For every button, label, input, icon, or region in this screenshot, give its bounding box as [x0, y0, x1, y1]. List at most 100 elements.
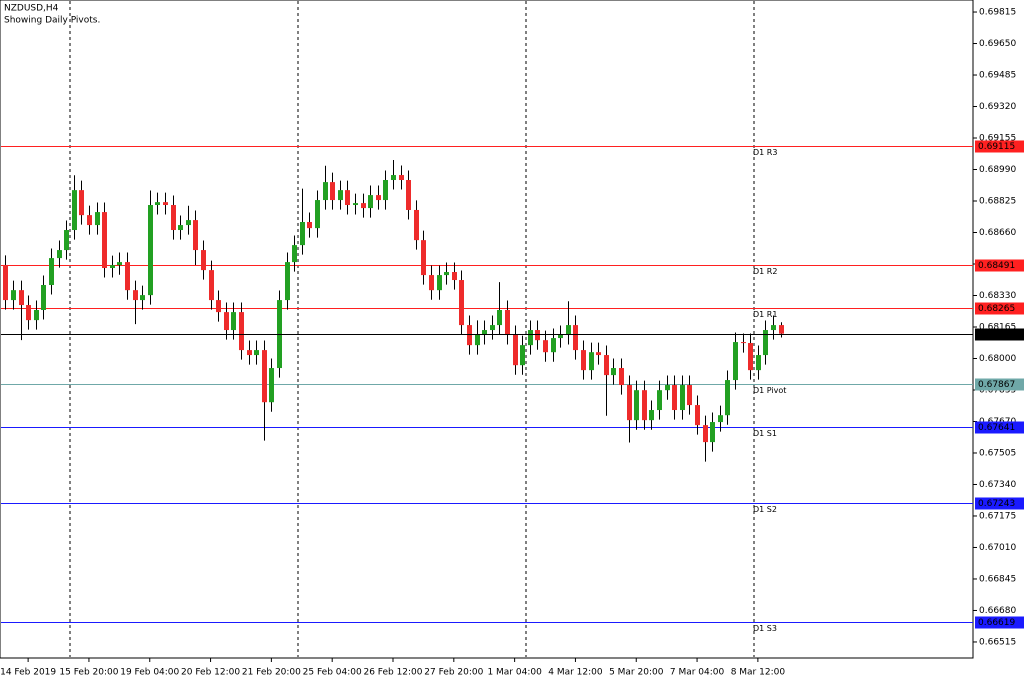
- candle-body: [634, 390, 639, 421]
- y-tick-label: 0.67175: [979, 511, 1016, 521]
- candle-body: [604, 355, 609, 376]
- candle-body: [178, 225, 183, 231]
- price-box: [975, 140, 1024, 153]
- candle-body: [64, 230, 69, 251]
- x-tick-label: 15 Feb 20:00: [59, 668, 118, 678]
- y-tick-label: 0.69485: [979, 71, 1016, 81]
- candle-body: [437, 275, 442, 291]
- candle-body: [133, 290, 138, 301]
- candle-body: [338, 190, 343, 201]
- candle-body: [535, 330, 540, 341]
- candle-body: [117, 262, 122, 266]
- y-tick-label: 0.69815: [979, 8, 1016, 18]
- y-tick-label: 0.67340: [979, 480, 1016, 490]
- candle-body: [285, 262, 290, 301]
- candle-body: [459, 280, 464, 326]
- last-price-label: 0.68130: [978, 330, 1015, 340]
- candle-body: [171, 205, 176, 231]
- price-box-label: 0.69115: [978, 142, 1015, 152]
- x-tick-label: 25 Feb 04:00: [303, 668, 362, 678]
- candle-body: [763, 330, 768, 356]
- pivot-name: D1 Pivot: [753, 386, 786, 395]
- candle-body: [79, 190, 84, 216]
- x-tick-label: 1 Mar 04:00: [487, 668, 542, 678]
- y-tick-label: 0.67505: [979, 448, 1016, 458]
- pivot-name: D1 R3: [753, 148, 777, 157]
- x-tick-label: 26 Feb 12:00: [363, 668, 422, 678]
- candle-body: [619, 368, 624, 386]
- candle-body: [505, 310, 510, 336]
- candle-body: [34, 310, 39, 321]
- y-tick-label: 0.68330: [979, 291, 1016, 301]
- price-box: [975, 259, 1024, 272]
- candle-body: [269, 368, 274, 403]
- candle-body: [513, 335, 518, 366]
- candle-body: [368, 195, 373, 209]
- candle-body: [756, 355, 761, 371]
- candle-body: [687, 385, 692, 406]
- price-box-label: 0.68491: [978, 261, 1015, 271]
- y-tick-label: 0.69155: [979, 134, 1016, 144]
- candle-body: [57, 250, 62, 259]
- x-tick-label: 27 Feb 20:00: [424, 668, 483, 678]
- candle-body: [247, 350, 252, 356]
- candle-body: [421, 240, 426, 276]
- candle-body: [49, 258, 54, 285]
- candle-body: [125, 262, 130, 291]
- y-tick-label: 0.66680: [979, 606, 1016, 616]
- price-box: [975, 421, 1024, 434]
- candle-body: [718, 415, 723, 423]
- chart-subtitle: Showing Daily Pivots.: [4, 16, 100, 26]
- candle-body: [558, 335, 563, 339]
- candle-body: [695, 405, 700, 426]
- candle-body: [323, 182, 328, 201]
- x-tick-label: 7 Mar 04:00: [670, 668, 725, 678]
- candle-body: [383, 180, 388, 201]
- candle-body: [627, 385, 632, 421]
- candle-body: [611, 368, 616, 376]
- pivot-name: D1 R1: [753, 310, 777, 319]
- candle-body: [399, 175, 404, 181]
- candle-body: [262, 350, 267, 403]
- price-box: [975, 378, 1024, 391]
- last-price-box: [975, 328, 1024, 341]
- candle-body: [376, 195, 381, 201]
- candle-body: [596, 352, 601, 356]
- candle-body: [148, 205, 153, 296]
- price-box-label: 0.67641: [978, 423, 1015, 433]
- y-tick-label: 0.68165: [979, 322, 1016, 332]
- candle-body: [330, 182, 335, 201]
- candle-body: [19, 290, 24, 306]
- candle-body: [41, 284, 46, 311]
- candle-body: [102, 212, 107, 269]
- y-tick-label: 0.69320: [979, 102, 1016, 112]
- candle-body: [657, 390, 662, 411]
- candle-body: [771, 325, 776, 331]
- candle-body: [703, 425, 708, 443]
- candle-body: [467, 325, 472, 346]
- candle-body: [95, 212, 100, 226]
- candle-body: [292, 245, 297, 263]
- price-box: [975, 616, 1024, 629]
- y-tick-label: 0.66845: [979, 574, 1016, 584]
- y-tick-label: 0.68825: [979, 197, 1016, 207]
- candle-body: [315, 200, 320, 229]
- x-tick-label: 8 Mar 12:00: [731, 668, 786, 678]
- candle-body: [725, 380, 730, 416]
- x-tick-label: 20 Feb 12:00: [181, 668, 240, 678]
- y-tick-label: 0.68990: [979, 165, 1016, 175]
- price-box: [975, 302, 1024, 315]
- pivot-name: D1 S3: [753, 624, 777, 633]
- candle-body: [300, 222, 305, 246]
- candle-body: [581, 350, 586, 371]
- candles: [3, 159, 784, 462]
- candle-body: [589, 352, 594, 371]
- x-tick-label: 21 Feb 20:00: [242, 668, 301, 678]
- candle-body: [110, 265, 115, 269]
- x-tick-label: 14 Feb 2019: [0, 668, 56, 678]
- candle-body: [414, 209, 419, 241]
- candle-body: [444, 272, 449, 276]
- period-separators: [69, 1, 755, 657]
- price-box-label: 0.66619: [978, 618, 1015, 628]
- candle-body: [406, 180, 411, 210]
